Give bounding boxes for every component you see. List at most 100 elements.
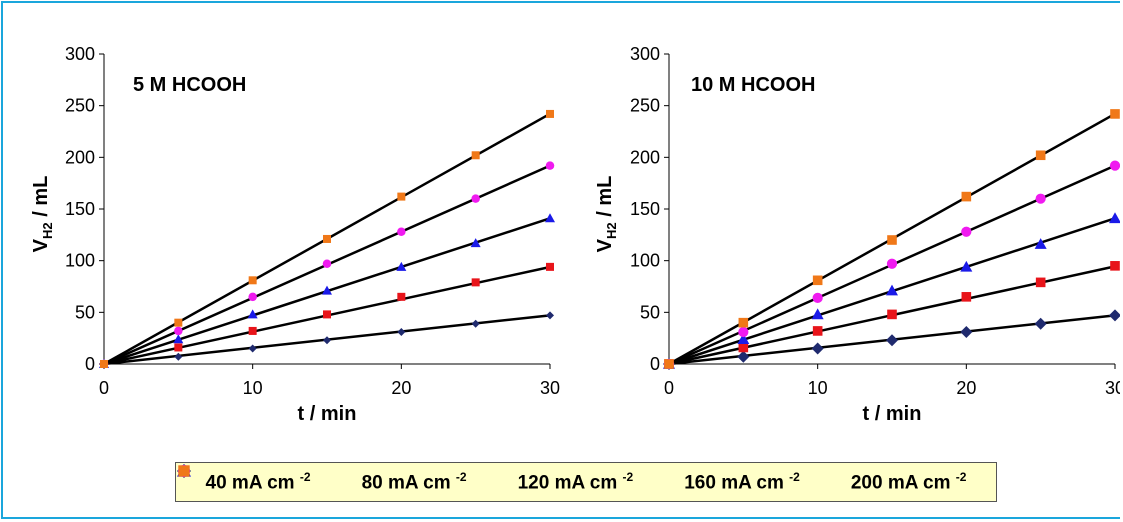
data-point	[545, 213, 555, 223]
data-point	[248, 292, 257, 302]
data-point	[545, 161, 555, 170]
data-point	[737, 333, 750, 344]
data-point	[322, 285, 332, 295]
x-axis-label: t / min	[298, 403, 357, 425]
legend-marker-shape	[178, 465, 190, 477]
y-tick-label: 100	[630, 251, 660, 271]
data-point	[323, 234, 331, 243]
data-point	[248, 326, 257, 335]
data-point	[471, 278, 480, 287]
legend-item-1: 40 mA cm -2	[177, 464, 311, 494]
legend-label: 40 mA cm -2	[205, 469, 311, 494]
legend-marker-square	[178, 465, 190, 477]
data-point	[664, 359, 674, 369]
data-point	[738, 326, 749, 338]
data-point	[546, 262, 554, 271]
data-point	[100, 360, 108, 368]
data-point	[546, 311, 554, 320]
legend-label: 80 mA cm -2	[361, 469, 467, 494]
data-point	[471, 319, 480, 328]
legend-item-2: 80 mA cm -2	[178, 465, 467, 494]
y-tick-label: 300	[630, 44, 660, 64]
data-point	[811, 308, 824, 320]
data-point	[471, 151, 480, 160]
data-point	[1035, 150, 1046, 161]
data-point	[886, 334, 898, 347]
x-tick-label: 0	[664, 378, 674, 398]
y-tick-label: 50	[75, 302, 95, 322]
data-point	[247, 309, 258, 319]
data-point	[174, 318, 183, 327]
data-point	[886, 258, 898, 269]
data-point	[174, 343, 183, 352]
data-point	[961, 191, 972, 202]
y-tick-label: 250	[630, 96, 660, 116]
x-tick-label: 20	[956, 378, 976, 398]
chart-panel-2: 0 50 100 150 200 250 300 0 10 20 30 t / min VH2 / mL…	[594, 44, 1120, 425]
data-point	[887, 309, 897, 320]
panel-title: 5 M HCOOH	[133, 74, 246, 96]
chart-panel-1: 0 50 100 150 200 250 300 0 10 20 30 t / min VH2 / mL…	[30, 44, 560, 425]
x-tick-label: 20	[391, 378, 411, 398]
data-point	[1109, 309, 1120, 322]
y-tick-label: 200	[65, 147, 95, 167]
data-point	[397, 327, 406, 336]
data-point	[471, 194, 480, 203]
data-point	[961, 226, 972, 237]
data-point	[887, 235, 897, 245]
data-point	[396, 261, 407, 271]
data-point	[546, 109, 554, 118]
data-point	[248, 344, 257, 353]
y-tick-label: 300	[65, 44, 95, 64]
x-tick-label: 10	[243, 378, 263, 398]
data-point	[812, 292, 823, 303]
data-point	[1109, 160, 1120, 171]
y-tick-label: 100	[65, 251, 95, 271]
legend-label: 120 mA cm -2	[517, 469, 634, 494]
legend-label: 160 mA cm -2	[684, 469, 800, 494]
data-point	[323, 310, 331, 319]
data-point	[1035, 193, 1046, 204]
x-tick-label: 10	[808, 378, 828, 398]
y-tick-label: 150	[630, 199, 660, 219]
x-tick-label: 30	[1105, 378, 1120, 398]
y-tick-label: 0	[85, 354, 95, 374]
data-point	[738, 317, 749, 328]
data-point	[1109, 212, 1120, 224]
y-tick-label: 50	[640, 302, 660, 322]
data-point	[812, 326, 823, 336]
x-axis-label: t / min	[863, 403, 922, 425]
y-axis-label: VH2 / mL	[594, 176, 619, 253]
data-point	[323, 336, 331, 345]
y-tick-label: 200	[630, 147, 660, 167]
data-point	[1034, 238, 1047, 249]
data-point	[960, 325, 973, 338]
data-point	[248, 276, 257, 285]
data-point	[812, 275, 823, 286]
y-tick-label: 250	[65, 96, 95, 116]
data-point	[738, 342, 749, 353]
data-point	[173, 334, 184, 344]
data-point	[960, 260, 973, 272]
data-point	[174, 326, 183, 336]
data-point	[1035, 277, 1046, 288]
data-point	[737, 350, 750, 363]
legend-item-3: 120 mA cm -2	[177, 464, 634, 494]
data-point	[470, 238, 481, 248]
data-point	[397, 227, 406, 236]
panel-title: 10 M HCOOH	[691, 74, 815, 96]
legend-item-5: 200 mA cm -2	[178, 465, 966, 494]
y-tick-label: 0	[650, 354, 660, 374]
data-point	[1034, 317, 1047, 330]
x-tick-label: 30	[540, 378, 560, 398]
data-point	[961, 292, 972, 302]
data-point	[1110, 261, 1120, 271]
data-point	[397, 292, 406, 301]
data-point	[397, 192, 406, 201]
data-point	[1110, 109, 1120, 119]
data-point	[811, 342, 824, 355]
x-tick-label: 0	[99, 378, 109, 398]
y-axis-label: VH2 / mL	[30, 176, 55, 253]
